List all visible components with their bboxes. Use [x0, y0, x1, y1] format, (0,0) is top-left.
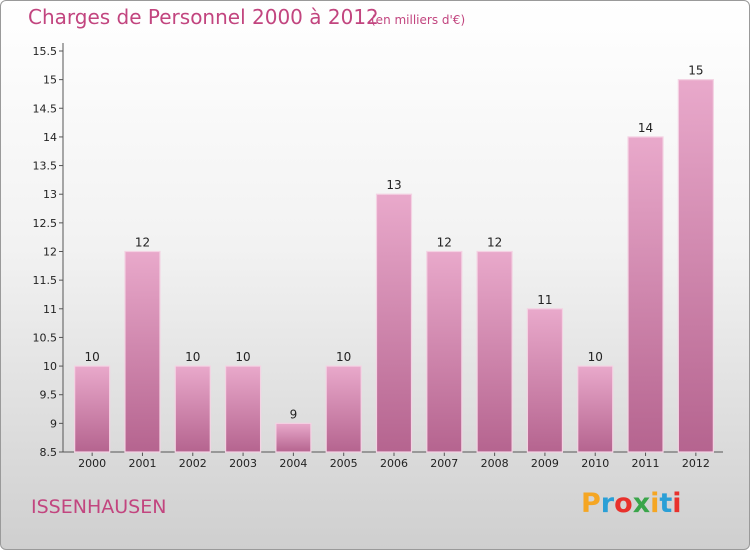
y-tick-label: 12.5 [33, 217, 58, 230]
logo-letter: i [672, 488, 682, 519]
x-tick-label: 2009 [531, 457, 559, 470]
logo-letter: o [614, 488, 633, 519]
x-tick-label: 2011 [632, 457, 660, 470]
x-tick-label: 2010 [581, 457, 609, 470]
x-tick-label: 2006 [380, 457, 408, 470]
y-tick-label: 15 [43, 74, 57, 87]
data-label: 11 [537, 293, 552, 307]
bar [224, 365, 262, 453]
y-tick-label: 14.5 [33, 102, 58, 115]
logo-letter: t [659, 488, 673, 519]
y-tick-label: 15.5 [33, 45, 58, 58]
y-tick-label: 10 [43, 360, 57, 373]
y-tick-label: 9 [50, 417, 57, 430]
bar [426, 250, 463, 453]
x-tick-label: 2007 [430, 457, 458, 470]
data-label: 12 [437, 236, 452, 250]
bar [275, 422, 312, 453]
data-label: 10 [588, 350, 603, 364]
bar [375, 193, 413, 453]
bar [526, 308, 564, 453]
y-tick-label: 11 [43, 303, 57, 316]
logo-letter: i [650, 488, 660, 519]
y-tick-label: 11.5 [33, 274, 58, 287]
place-name: ISSENHAUSEN [31, 496, 167, 518]
y-tick-label: 13 [43, 188, 57, 201]
x-tick-label: 2004 [279, 457, 307, 470]
x-tick-label: 2000 [78, 457, 106, 470]
y-tick-label: 8.5 [40, 446, 58, 459]
logo-letter: r [600, 488, 615, 519]
x-tick-label: 2008 [481, 457, 509, 470]
data-label: 9 [290, 407, 298, 421]
bar [627, 136, 664, 453]
proxiti-logo: Proxiti [581, 488, 682, 519]
logo-letter: P [581, 488, 601, 519]
x-tick-label: 2012 [682, 457, 710, 470]
x-tick-label: 2001 [128, 457, 156, 470]
x-tick-label: 2005 [330, 457, 358, 470]
chart-title: Charges de Personnel 2000 à 2012 [28, 5, 379, 29]
x-tick-label: 2003 [229, 457, 257, 470]
data-label: 10 [85, 350, 100, 364]
bar [174, 365, 211, 453]
data-label: 10 [336, 350, 351, 364]
data-label: 15 [688, 64, 703, 78]
bar [677, 79, 714, 453]
data-label: 10 [235, 350, 250, 364]
logo-letter: x [632, 488, 651, 519]
y-tick-label: 14 [43, 131, 57, 144]
y-tick-label: 13.5 [33, 160, 58, 173]
data-label: 10 [185, 350, 200, 364]
data-label: 13 [386, 178, 401, 192]
bar [124, 250, 161, 453]
y-tick-label: 12 [43, 246, 57, 259]
data-label: 12 [487, 236, 502, 250]
bar [577, 365, 614, 453]
bar [476, 250, 513, 453]
y-tick-label: 10.5 [33, 331, 58, 344]
data-label: 14 [638, 121, 653, 135]
chart-subtitle: (en milliers d'€) [371, 13, 466, 27]
data-label: 12 [135, 236, 150, 250]
bar [74, 365, 111, 453]
x-tick-label: 2002 [179, 457, 207, 470]
bar [325, 365, 362, 453]
y-tick-label: 9.5 [40, 389, 58, 402]
